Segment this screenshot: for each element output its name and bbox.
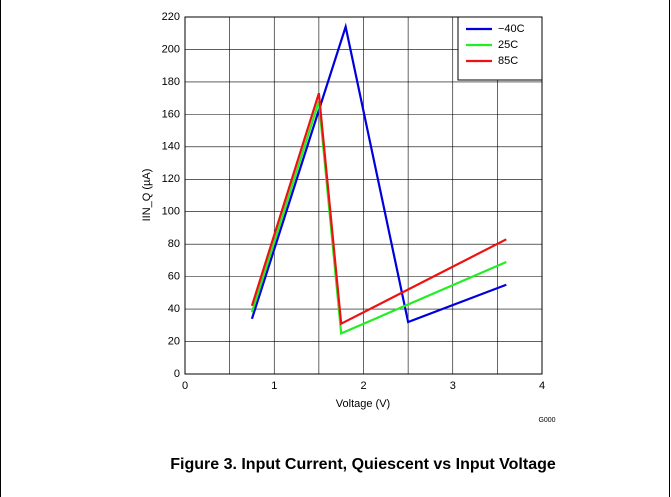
legend-label: 85C <box>498 55 518 67</box>
y-tick-label: 0 <box>174 368 180 380</box>
x-tick-label: 2 <box>360 380 366 392</box>
y-axis-label: IIN_Q (µA) <box>141 169 153 222</box>
y-tick-label: 200 <box>162 43 180 55</box>
y-tick-label: 180 <box>162 76 180 88</box>
caption: Figure 3. Input Current, Quiescent vs In… <box>170 456 556 473</box>
y-tick-label: 140 <box>162 141 180 153</box>
y-tick-label: 120 <box>162 173 180 185</box>
legend-label: −40C <box>498 23 525 35</box>
legend-box <box>457 16 543 81</box>
x-tick-label: 0 <box>182 380 188 392</box>
y-tick-label: 100 <box>162 206 180 218</box>
y-tick-label: 20 <box>168 335 180 347</box>
y-tick-label: 160 <box>162 108 180 120</box>
series-line <box>250 92 507 326</box>
plot-border <box>184 16 543 375</box>
y-tick-label: 220 <box>162 11 180 23</box>
x-tick-label: 4 <box>539 380 545 392</box>
x-tick-label: 3 <box>450 380 456 392</box>
y-tick-label: 60 <box>168 271 180 283</box>
legend-label: 25C <box>498 39 518 51</box>
x-axis-label: Voltage (V) <box>336 398 390 410</box>
figure-code: G000 <box>538 417 555 424</box>
y-tick-label: 80 <box>168 238 180 250</box>
y-tick-label: 40 <box>168 303 180 315</box>
series-line <box>250 22 507 324</box>
x-tick-label: 1 <box>271 380 277 392</box>
